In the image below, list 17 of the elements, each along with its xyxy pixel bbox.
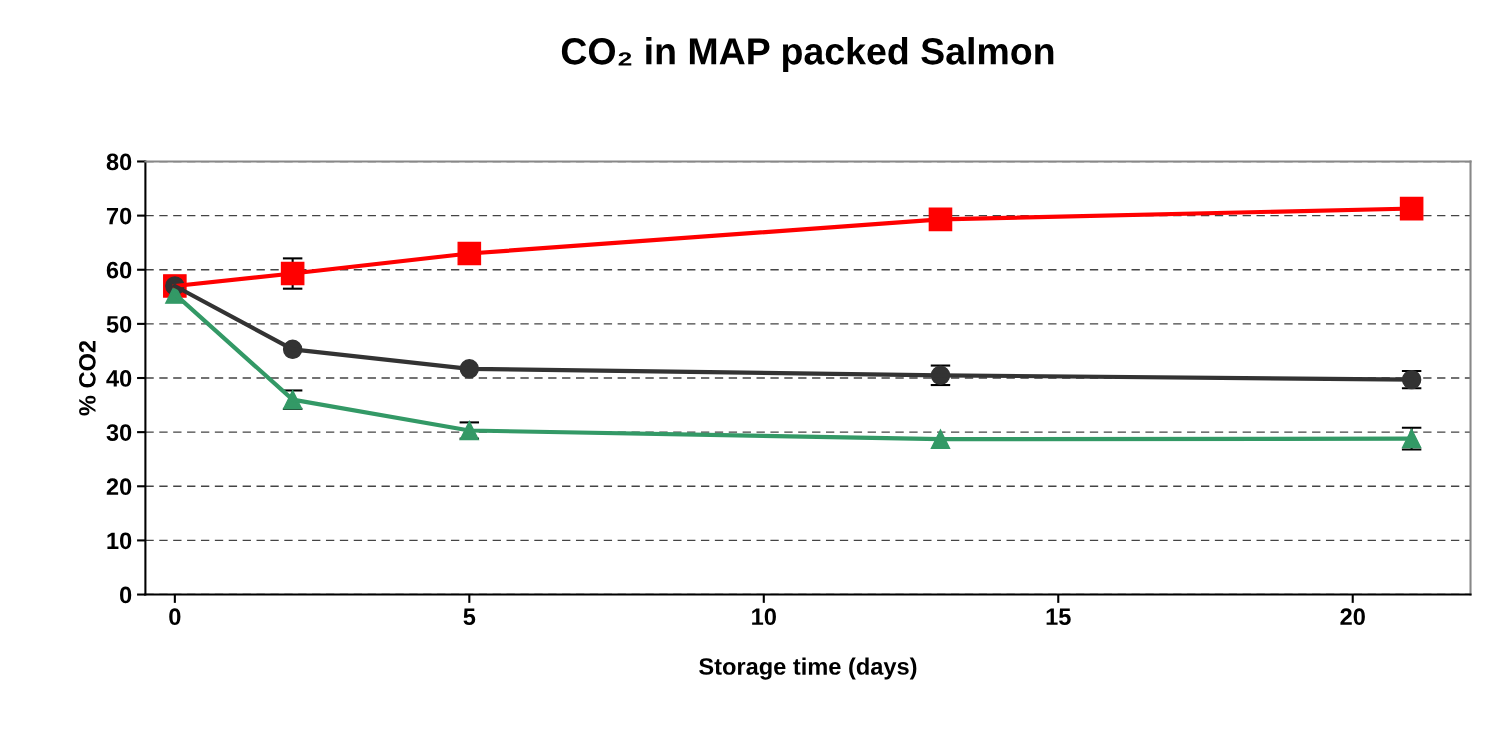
y-tick-label: 50 (106, 315, 132, 333)
x-tick-label: 10 (752, 608, 776, 626)
y-tick-label: 0 (120, 586, 132, 604)
y-axis-title: % CO2 (79, 340, 96, 416)
x-tick-label: 0 (169, 608, 181, 626)
y-tick-label: 20 (106, 478, 132, 496)
x-tick-label: 5 (463, 608, 476, 626)
y-tick-label: 80 (106, 153, 132, 171)
x-tick-label: 15 (1046, 608, 1071, 626)
x-tick-label: 20 (1340, 608, 1365, 626)
y-tick-label: 60 (106, 261, 132, 279)
x-axis-title: Storage time (days) (699, 657, 917, 680)
y-tick-label: 10 (107, 532, 132, 550)
y-tick-label: 70 (106, 207, 132, 225)
y-tick-label: 30 (106, 424, 132, 441)
y-tick-label: 40 (106, 370, 132, 387)
chart-title: CO₂ in MAP packed Salmon (561, 37, 1054, 73)
